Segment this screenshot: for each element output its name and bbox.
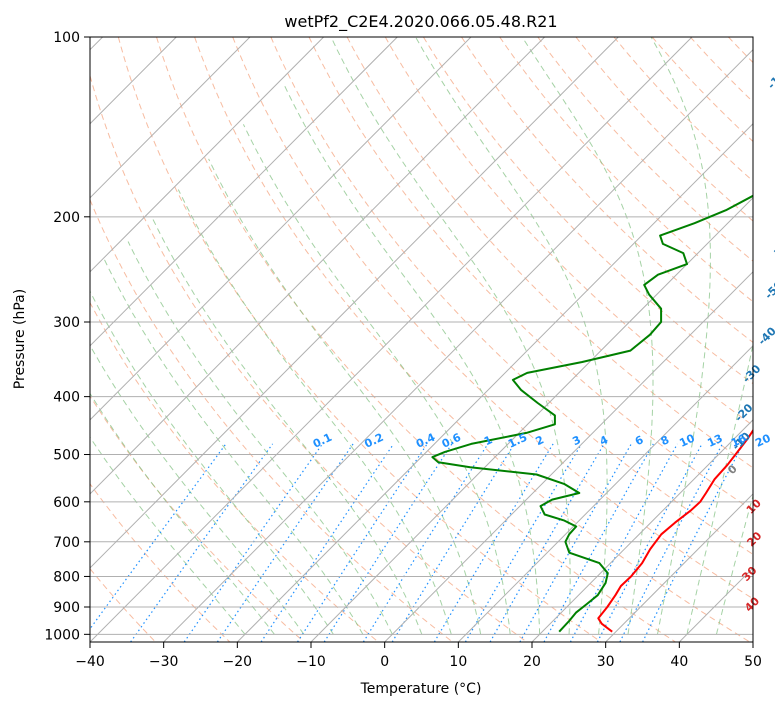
dry-adiabat-line: [90, 301, 379, 642]
isotherm-line: [90, 37, 251, 199]
y-tick-label: 300: [53, 315, 80, 331]
mixing-ratio-line: [596, 443, 703, 642]
mixing-ratio-line: [489, 443, 605, 642]
mixing-ratio-line: [90, 443, 227, 630]
mixing-ratio-line: [323, 443, 453, 642]
moist-adiabat-line: [90, 392, 275, 635]
y-tick-label: 700: [53, 535, 80, 551]
x-axis-label: Temperature (°C): [360, 681, 482, 697]
mixing-ratio-line: [519, 443, 632, 642]
x-tick-label: 40: [670, 654, 688, 670]
y-tick-label: 200: [53, 210, 80, 226]
isotherm-line: [605, 493, 753, 642]
grid-lines: [90, 37, 753, 642]
dry-adiabat-line: [194, 37, 751, 642]
mixing-ratio-label: 13: [705, 432, 724, 450]
isotherm-line: [90, 37, 693, 642]
dry-adiabat-line: [537, 37, 753, 262]
dry-adiabat-line: [90, 73, 528, 642]
x-tick-label: −30: [149, 654, 179, 670]
temperature-profile-line: [597, 428, 753, 633]
moist-adiabat-line: [103, 258, 364, 635]
isotherm-line: [90, 37, 619, 569]
moist-adiabat-line: [330, 37, 571, 635]
moist-adiabat-line: [90, 436, 246, 635]
moist-adiabat-line: [283, 84, 541, 635]
moist-adiabat-line: [415, 37, 608, 635]
y-tick-label: 1000: [44, 627, 80, 643]
moist-adiabat-line: [521, 37, 654, 635]
moist-adiabat-line: [177, 189, 452, 635]
chart-title: wetPf2_C2E4.2020.066.05.48.R21: [284, 12, 557, 32]
dry-adiabat-line: [384, 37, 753, 427]
moist-adiabat-line: [242, 124, 511, 635]
x-tick-label: −20: [223, 654, 253, 670]
mixing-ratio-line: [433, 443, 554, 642]
mixing-ratio-line: [216, 443, 354, 642]
isotherm-line: [457, 345, 753, 642]
moist-adiabat-line: [90, 290, 334, 635]
mixing-ratio-line: [391, 443, 515, 642]
dry-adiabat-label: -100: [765, 63, 775, 92]
x-tick-label: 0: [380, 654, 389, 670]
isotherm-line: [310, 197, 753, 642]
isotherm-line: [384, 271, 753, 642]
mixing-ratio-line: [543, 443, 654, 642]
moist-adiabat-line: [686, 341, 753, 635]
plot-frame: [89, 36, 754, 643]
dry-adiabat-line: [461, 37, 753, 344]
y-tick-label: 100: [53, 30, 80, 46]
x-tick-label: −40: [75, 654, 105, 670]
moist-adiabat-line: [715, 494, 753, 635]
mixing-ratio-label: 20: [753, 431, 773, 449]
x-axis: −40 −30 −20 −10 0 10 20 30 40 50: [75, 642, 762, 670]
y-tick-label: 400: [53, 390, 80, 406]
moist-adiabat-line: [650, 37, 711, 635]
mixing-ratio-line: [464, 443, 583, 642]
isotherm-line: [236, 123, 753, 642]
x-tick-label: 50: [744, 654, 762, 670]
x-tick-label: −10: [296, 654, 326, 670]
moist-adiabat-line: [90, 344, 305, 635]
y-tick-label: 900: [53, 600, 80, 616]
mixing-ratio-label: 16: [729, 431, 749, 449]
x-tick-label: 30: [597, 654, 615, 670]
isotherm-line: [531, 419, 753, 642]
mixing-ratio-line: [362, 443, 489, 642]
isotherm-line: [90, 37, 398, 347]
isotherm-line: [163, 48, 753, 642]
y-tick-label: 600: [53, 495, 80, 511]
y-tick-label: 500: [53, 448, 80, 464]
dry-adiabat-line: [308, 37, 753, 512]
dry-adiabat-line: [232, 37, 753, 600]
x-tick-label: 20: [523, 654, 541, 670]
dry-adiabat-line: [90, 198, 453, 642]
profile-lines: [431, 194, 753, 633]
dry-adiabat-label: -60: [769, 233, 775, 256]
dry-adiabat-line: [575, 37, 753, 222]
mixing-ratio-label: 10: [677, 431, 697, 449]
y-tick-label: 800: [53, 569, 80, 585]
y-axis: 100 200 300 400 500 600 700 800 900 1000: [44, 30, 90, 643]
moist-adiabat-line: [127, 241, 393, 635]
y-axis-label: Pressure (hPa): [12, 289, 28, 389]
isotherm-line: [90, 37, 545, 495]
dry-adiabat-line: [90, 483, 231, 642]
mixing-ratio-line: [296, 443, 428, 642]
isotherm-line: [90, 37, 472, 421]
dry-adiabat-line: [117, 37, 602, 642]
dewpoint-profile-line: [431, 194, 753, 633]
x-tick-label: 10: [449, 654, 467, 670]
isotherm-line: [90, 37, 324, 273]
mixing-ratio-line: [619, 443, 723, 642]
background-lines: [90, 37, 753, 642]
dry-adiabat-line: [270, 37, 753, 555]
dry-adiabat-line: [422, 37, 753, 385]
